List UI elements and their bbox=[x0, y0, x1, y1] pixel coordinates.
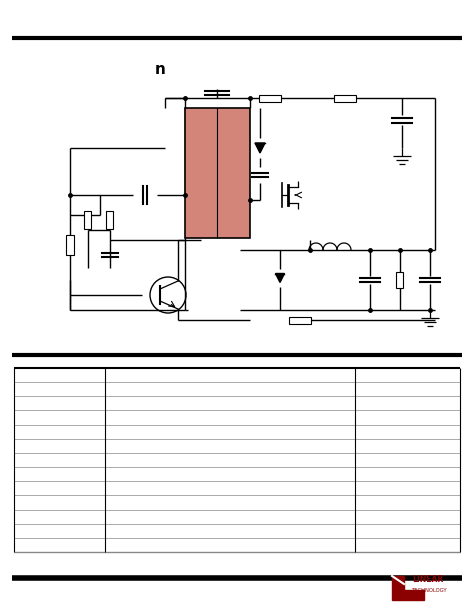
Bar bbox=[396, 272, 403, 288]
Bar bbox=[84, 211, 91, 229]
Bar bbox=[334, 94, 356, 102]
Bar bbox=[289, 316, 311, 324]
Polygon shape bbox=[255, 143, 265, 153]
Bar bbox=[66, 235, 74, 255]
Bar bbox=[259, 94, 281, 102]
Text: LINEAR: LINEAR bbox=[412, 576, 443, 585]
Bar bbox=[185, 108, 250, 238]
Text: TECHNOLOGY: TECHNOLOGY bbox=[412, 588, 447, 593]
Bar bbox=[107, 211, 113, 229]
Polygon shape bbox=[392, 576, 424, 600]
Text: n: n bbox=[155, 62, 166, 77]
Polygon shape bbox=[275, 273, 284, 283]
